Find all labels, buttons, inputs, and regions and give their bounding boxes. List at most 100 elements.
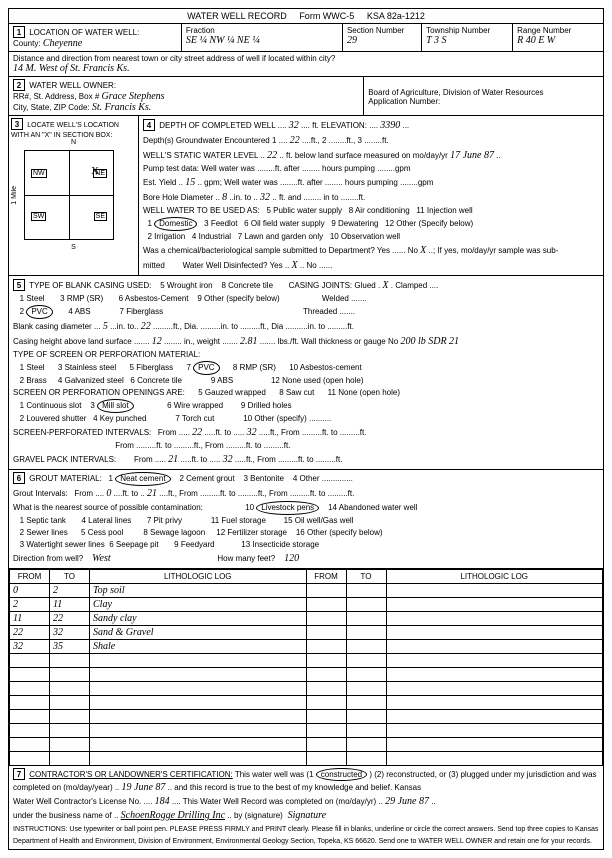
perf-label: SCREEN-PERFORATED INTERVALS: [13, 428, 151, 437]
rec-label: This Water Well Record was completed on … [183, 797, 376, 806]
o6: 6 Wire wrapped [167, 401, 223, 410]
s7: PVC [193, 361, 219, 375]
log-to2 [346, 696, 386, 710]
o11: 11 None (open hole) [328, 388, 400, 397]
log-to [50, 724, 90, 738]
col-from: FROM [10, 570, 50, 584]
u11: 11 Injection well [416, 206, 472, 215]
log-lith [90, 682, 307, 696]
gravel-label: GRAVEL PACK INTERVALS: [13, 455, 116, 464]
log-lith2 [386, 598, 603, 612]
secnum-label: Section Number [347, 26, 404, 35]
yield-label: Est. Yield [143, 178, 176, 187]
feet-val: 120 [284, 553, 299, 564]
log-lith [90, 752, 307, 766]
county-value: Cheyenne [43, 38, 82, 49]
c5: 5 Wrought iron [160, 281, 212, 290]
table-row [10, 710, 603, 724]
section-2-num: 2 [13, 79, 25, 91]
dir-label: Direction from well? [13, 554, 83, 563]
p14: 14 Abandoned water well [328, 503, 417, 512]
g1: Neat cement [115, 472, 170, 486]
u4: 4 Industrial [192, 232, 231, 241]
form-header: WATER WELL RECORD Form WWC-5 KSA 82a-121… [9, 9, 603, 24]
yield-val: 15 [185, 177, 195, 188]
disinfect-label: Water Well Disinfected? Yes [183, 261, 283, 270]
sw: SW [31, 212, 46, 221]
g4: 4 Other [293, 474, 320, 483]
log-to2 [346, 654, 386, 668]
log-to [50, 710, 90, 724]
col-lith: LITHOLOGIC LOG [90, 570, 307, 584]
u6: 6 Oil field water supply [244, 219, 324, 228]
p10: Livestock pens [256, 501, 319, 515]
ksa: KSA 82a-1212 [367, 11, 425, 21]
log-to2 [346, 668, 386, 682]
depth-val: 32 [289, 120, 299, 131]
log-from2 [306, 654, 346, 668]
log-lith2 [386, 738, 603, 752]
log-to2 [346, 598, 386, 612]
nw: NW [31, 169, 47, 178]
elev-val: 3390 [380, 120, 400, 131]
feet-label: How many feet? [217, 554, 275, 563]
log-to2 [346, 752, 386, 766]
log-from: 0 [10, 584, 50, 598]
o2: 2 Louvered shutter [20, 414, 87, 423]
log-to2 [346, 724, 386, 738]
section-3-4: 3 LOCATE WELL'S LOCATION WITH AN "X" IN … [9, 116, 603, 276]
x-mark: X [91, 165, 99, 177]
cert-title: CONTRACTOR'S OR LANDOWNER'S CERTIFICATIO… [29, 770, 233, 779]
log-to: 11 [50, 598, 90, 612]
grout-int-label: Grout Intervals: [13, 489, 68, 498]
s3: 3 Stainless steel [58, 363, 116, 372]
app-label: Application Number: [368, 97, 440, 106]
completed-label: completed on (mo/day/year) [13, 783, 113, 792]
location-title: LOCATION OF WATER WELL: [29, 28, 139, 37]
log-lith2 [386, 668, 603, 682]
log-from: 2 [10, 598, 50, 612]
log-from2 [306, 598, 346, 612]
log-to [50, 682, 90, 696]
cert-t3: and this record is true to the best of m… [174, 783, 421, 792]
p7: 7 Pit privy [147, 516, 182, 525]
south-label: S [11, 244, 136, 251]
grout-title: GROUT MATERIAL: [29, 474, 102, 483]
joints: CASING JOINTS: Glued [289, 281, 376, 290]
range-label: Range Number [517, 26, 571, 35]
log-table: FROM TO LITHOLOGIC LOG FROM TO LITHOLOGI… [9, 569, 603, 766]
north-label: N [11, 139, 136, 146]
u7: 7 Lawn and garden only [238, 232, 323, 241]
g3: 3 Bentonite [243, 474, 283, 483]
u1: Domestic [154, 217, 197, 231]
log-from2 [306, 752, 346, 766]
section-4-num: 4 [143, 119, 155, 131]
log-to2 [346, 584, 386, 598]
completed: 19 June 87 [122, 782, 166, 793]
distance-label: Distance and direction from nearest town… [13, 54, 335, 63]
title: WATER WELL RECORD [187, 11, 287, 21]
s5: 5 Fiberglass [130, 363, 174, 372]
log-to [50, 654, 90, 668]
secnum-value: 29 [347, 35, 357, 46]
blank-dia-label: Blank casing diameter [13, 322, 92, 331]
o3: Mill slot [97, 399, 134, 413]
c8: 8 Concrete tile [221, 281, 273, 290]
instructions: INSTRUCTIONS: Use typewriter or ball poi… [13, 826, 598, 845]
pump-label: Pump test data: Well water was [143, 164, 255, 173]
license: 184 [155, 796, 170, 807]
s6: 6 Concrete tile [130, 376, 182, 385]
log-from2 [306, 682, 346, 696]
log-lith2 [386, 696, 603, 710]
log-lith [90, 696, 307, 710]
log-lith2 [386, 626, 603, 640]
log-to: 32 [50, 626, 90, 640]
section-5: 5 TYPE OF BLANK CASING USED: 5 Wrought i… [9, 276, 603, 470]
bore1: 8 [222, 192, 227, 203]
c2: PVC [26, 305, 52, 319]
perf-from: 22 [192, 427, 202, 438]
static-date-label: ft. below land surface measured on mo/da… [286, 151, 448, 160]
county-label: County: [13, 39, 41, 48]
log-lith: Clay [90, 598, 307, 612]
township-value: T 3 S [426, 35, 446, 46]
